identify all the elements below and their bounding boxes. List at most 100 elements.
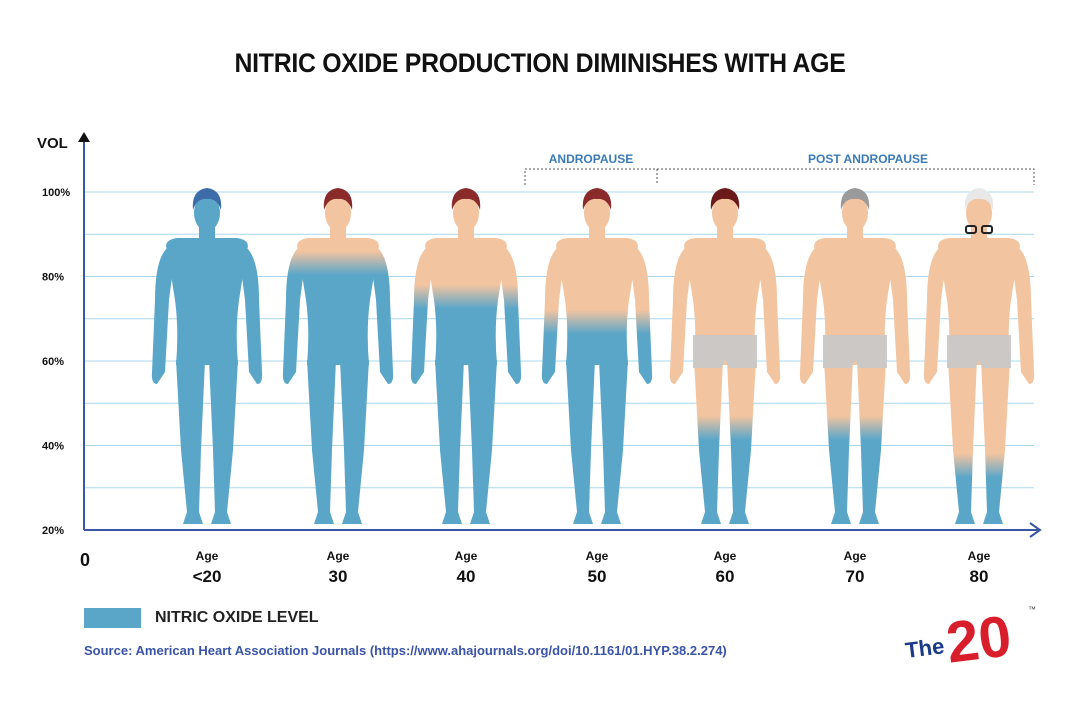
y-tick-label: 100% (42, 187, 70, 199)
x-tick-label: <20 (193, 567, 222, 586)
andropause-bracket (524, 168, 658, 185)
right-leg (857, 360, 886, 524)
right-arm (1012, 248, 1035, 384)
right-leg (468, 360, 497, 524)
right-arm (240, 248, 263, 384)
left-arm (282, 248, 305, 384)
underwear (823, 335, 887, 368)
right-arm (371, 248, 394, 384)
x-tick-label: 60 (716, 567, 735, 586)
left-arm (669, 248, 692, 384)
human-figure (799, 188, 911, 524)
x-age-word: Age (586, 549, 609, 563)
x-age-word: Age (844, 549, 867, 563)
y-axis-arrow (78, 132, 90, 142)
x-tick-label: 40 (457, 567, 476, 586)
left-leg (694, 360, 723, 524)
hair (964, 188, 994, 210)
head (325, 195, 351, 231)
source-note: Source: American Heart Association Journ… (84, 643, 727, 658)
torso (425, 238, 507, 365)
hair (323, 188, 353, 210)
y-tick-label: 60% (42, 356, 64, 368)
x-tick-label: 80 (970, 567, 989, 586)
head (712, 195, 738, 231)
x-axis-arrow (1029, 522, 1042, 538)
left-leg (435, 360, 464, 524)
hair (451, 188, 481, 210)
x-tick-label: 50 (588, 567, 607, 586)
torso (938, 238, 1020, 365)
axes (78, 132, 1042, 538)
post-andropause-bracket (657, 168, 1035, 185)
hair (710, 188, 740, 210)
human-figure (410, 188, 522, 524)
post-andropause-label: POST ANDROPAUSE (808, 152, 928, 166)
andropause-brackets (524, 168, 1035, 185)
right-leg (981, 360, 1010, 524)
head (966, 195, 992, 231)
y-tick-label: 80% (42, 272, 64, 284)
human-figure (541, 188, 653, 524)
torso (814, 238, 896, 365)
the20-logo: The 20 ™ (902, 602, 1036, 672)
x-age-word: Age (327, 549, 350, 563)
logo-number-text: 20 (943, 603, 1015, 672)
hair (192, 188, 222, 210)
legend: NITRIC OXIDE LEVEL (84, 608, 319, 628)
figures (151, 188, 1035, 524)
right-leg (727, 360, 756, 524)
x-age-word: Age (714, 549, 737, 563)
torso (684, 238, 766, 365)
underwear (693, 335, 757, 368)
torso (166, 238, 248, 365)
right-arm (888, 248, 911, 384)
x-tick-label: 30 (329, 567, 348, 586)
labels: VOL 100% 80% 60% 40% 20% 0 Age <20 Age 30 Age 40 Age 5… (37, 135, 991, 586)
human-figure (151, 188, 263, 524)
right-arm (499, 248, 522, 384)
hair (840, 188, 870, 210)
logo-tm: ™ (1028, 605, 1036, 614)
torso (556, 238, 638, 365)
right-leg (209, 360, 238, 524)
andropause-label: ANDROPAUSE (549, 152, 633, 166)
human-figure (923, 188, 1035, 524)
right-leg (340, 360, 369, 524)
left-arm (541, 248, 564, 384)
head (194, 195, 220, 231)
right-arm (758, 248, 781, 384)
legend-label: NITRIC OXIDE LEVEL (155, 609, 319, 626)
left-arm (151, 248, 174, 384)
head (584, 195, 610, 231)
origin-label: 0 (80, 550, 90, 570)
left-leg (307, 360, 336, 524)
glasses-left (965, 225, 977, 234)
right-leg (599, 360, 628, 524)
glasses-right (981, 225, 993, 234)
y-tick-label: 40% (42, 441, 64, 453)
head (453, 195, 479, 231)
hair (582, 188, 612, 210)
right-arm (630, 248, 653, 384)
left-arm (410, 248, 433, 384)
x-tick-label: 70 (846, 567, 865, 586)
legend-swatch (84, 608, 141, 628)
head (842, 195, 868, 231)
x-age-word: Age (455, 549, 478, 563)
human-figure (282, 188, 394, 524)
torso (297, 238, 379, 365)
y-tick-label: 20% (42, 525, 64, 537)
left-leg (566, 360, 595, 524)
underwear (947, 335, 1011, 368)
chart-title: NITRIC OXIDE PRODUCTION DIMINISHES WITH … (234, 48, 846, 78)
left-arm (799, 248, 822, 384)
x-age-word: Age (968, 549, 991, 563)
y-axis-label: VOL (37, 135, 68, 152)
x-age-word: Age (196, 549, 219, 563)
left-leg (824, 360, 853, 524)
left-leg (176, 360, 205, 524)
human-figure (669, 188, 781, 524)
logo-the-text: The (904, 633, 946, 663)
